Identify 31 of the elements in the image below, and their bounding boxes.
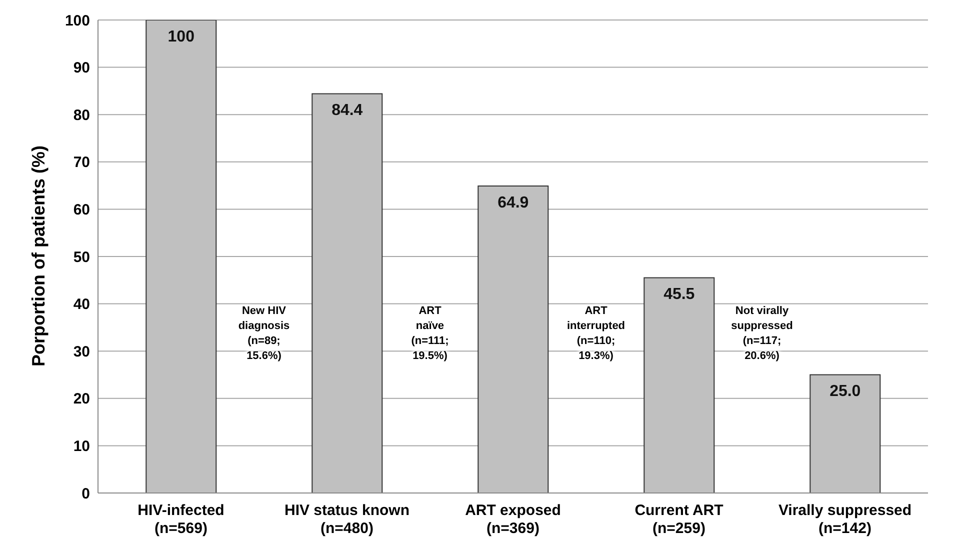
annotation: ART naïve (n=111; 19.5%) bbox=[410, 304, 450, 364]
x-tick-label: ART exposed (n=369) bbox=[465, 502, 561, 537]
data-label: 84.4 bbox=[332, 102, 363, 120]
y-tick-label: 30 bbox=[73, 343, 90, 360]
x-tick-label: HIV-infected (n=569) bbox=[138, 502, 224, 537]
y-tick-label: 20 bbox=[73, 390, 90, 408]
data-label: 100 bbox=[168, 28, 195, 46]
annotation: Not virally suppressed (n=117; 20.6%) bbox=[730, 304, 794, 364]
y-tick-label: 70 bbox=[73, 154, 90, 172]
x-tick-label: Virally suppressed (n=142) bbox=[778, 502, 912, 537]
y-tick-label: 10 bbox=[73, 438, 90, 456]
annotation: New HIV diagnosis (n=89; 15.6%) bbox=[237, 304, 291, 364]
bar bbox=[146, 20, 217, 493]
y-tick-label: 60 bbox=[73, 202, 90, 219]
y-tick-label: 90 bbox=[73, 60, 90, 77]
x-tick-label: HIV status known (n=480) bbox=[284, 502, 410, 537]
bar bbox=[478, 186, 549, 493]
y-tick-label: 40 bbox=[73, 296, 90, 314]
y-tick-label: 80 bbox=[73, 106, 90, 124]
bar bbox=[312, 93, 383, 493]
data-label: 25.0 bbox=[830, 383, 861, 400]
y-tick-label: 0 bbox=[82, 485, 90, 502]
annotation: ART interrupted (n=110; 19.3%) bbox=[566, 304, 626, 364]
y-tick-label: 100 bbox=[64, 12, 90, 30]
y-axis-title: Porportion of patients (%) bbox=[28, 146, 48, 366]
bar bbox=[810, 374, 881, 493]
data-label: 45.5 bbox=[664, 286, 695, 304]
bar bbox=[644, 277, 715, 493]
y-tick-label: 50 bbox=[73, 248, 90, 266]
data-label: 64.9 bbox=[498, 194, 529, 212]
x-tick-label: Current ART (n=259) bbox=[634, 502, 724, 537]
